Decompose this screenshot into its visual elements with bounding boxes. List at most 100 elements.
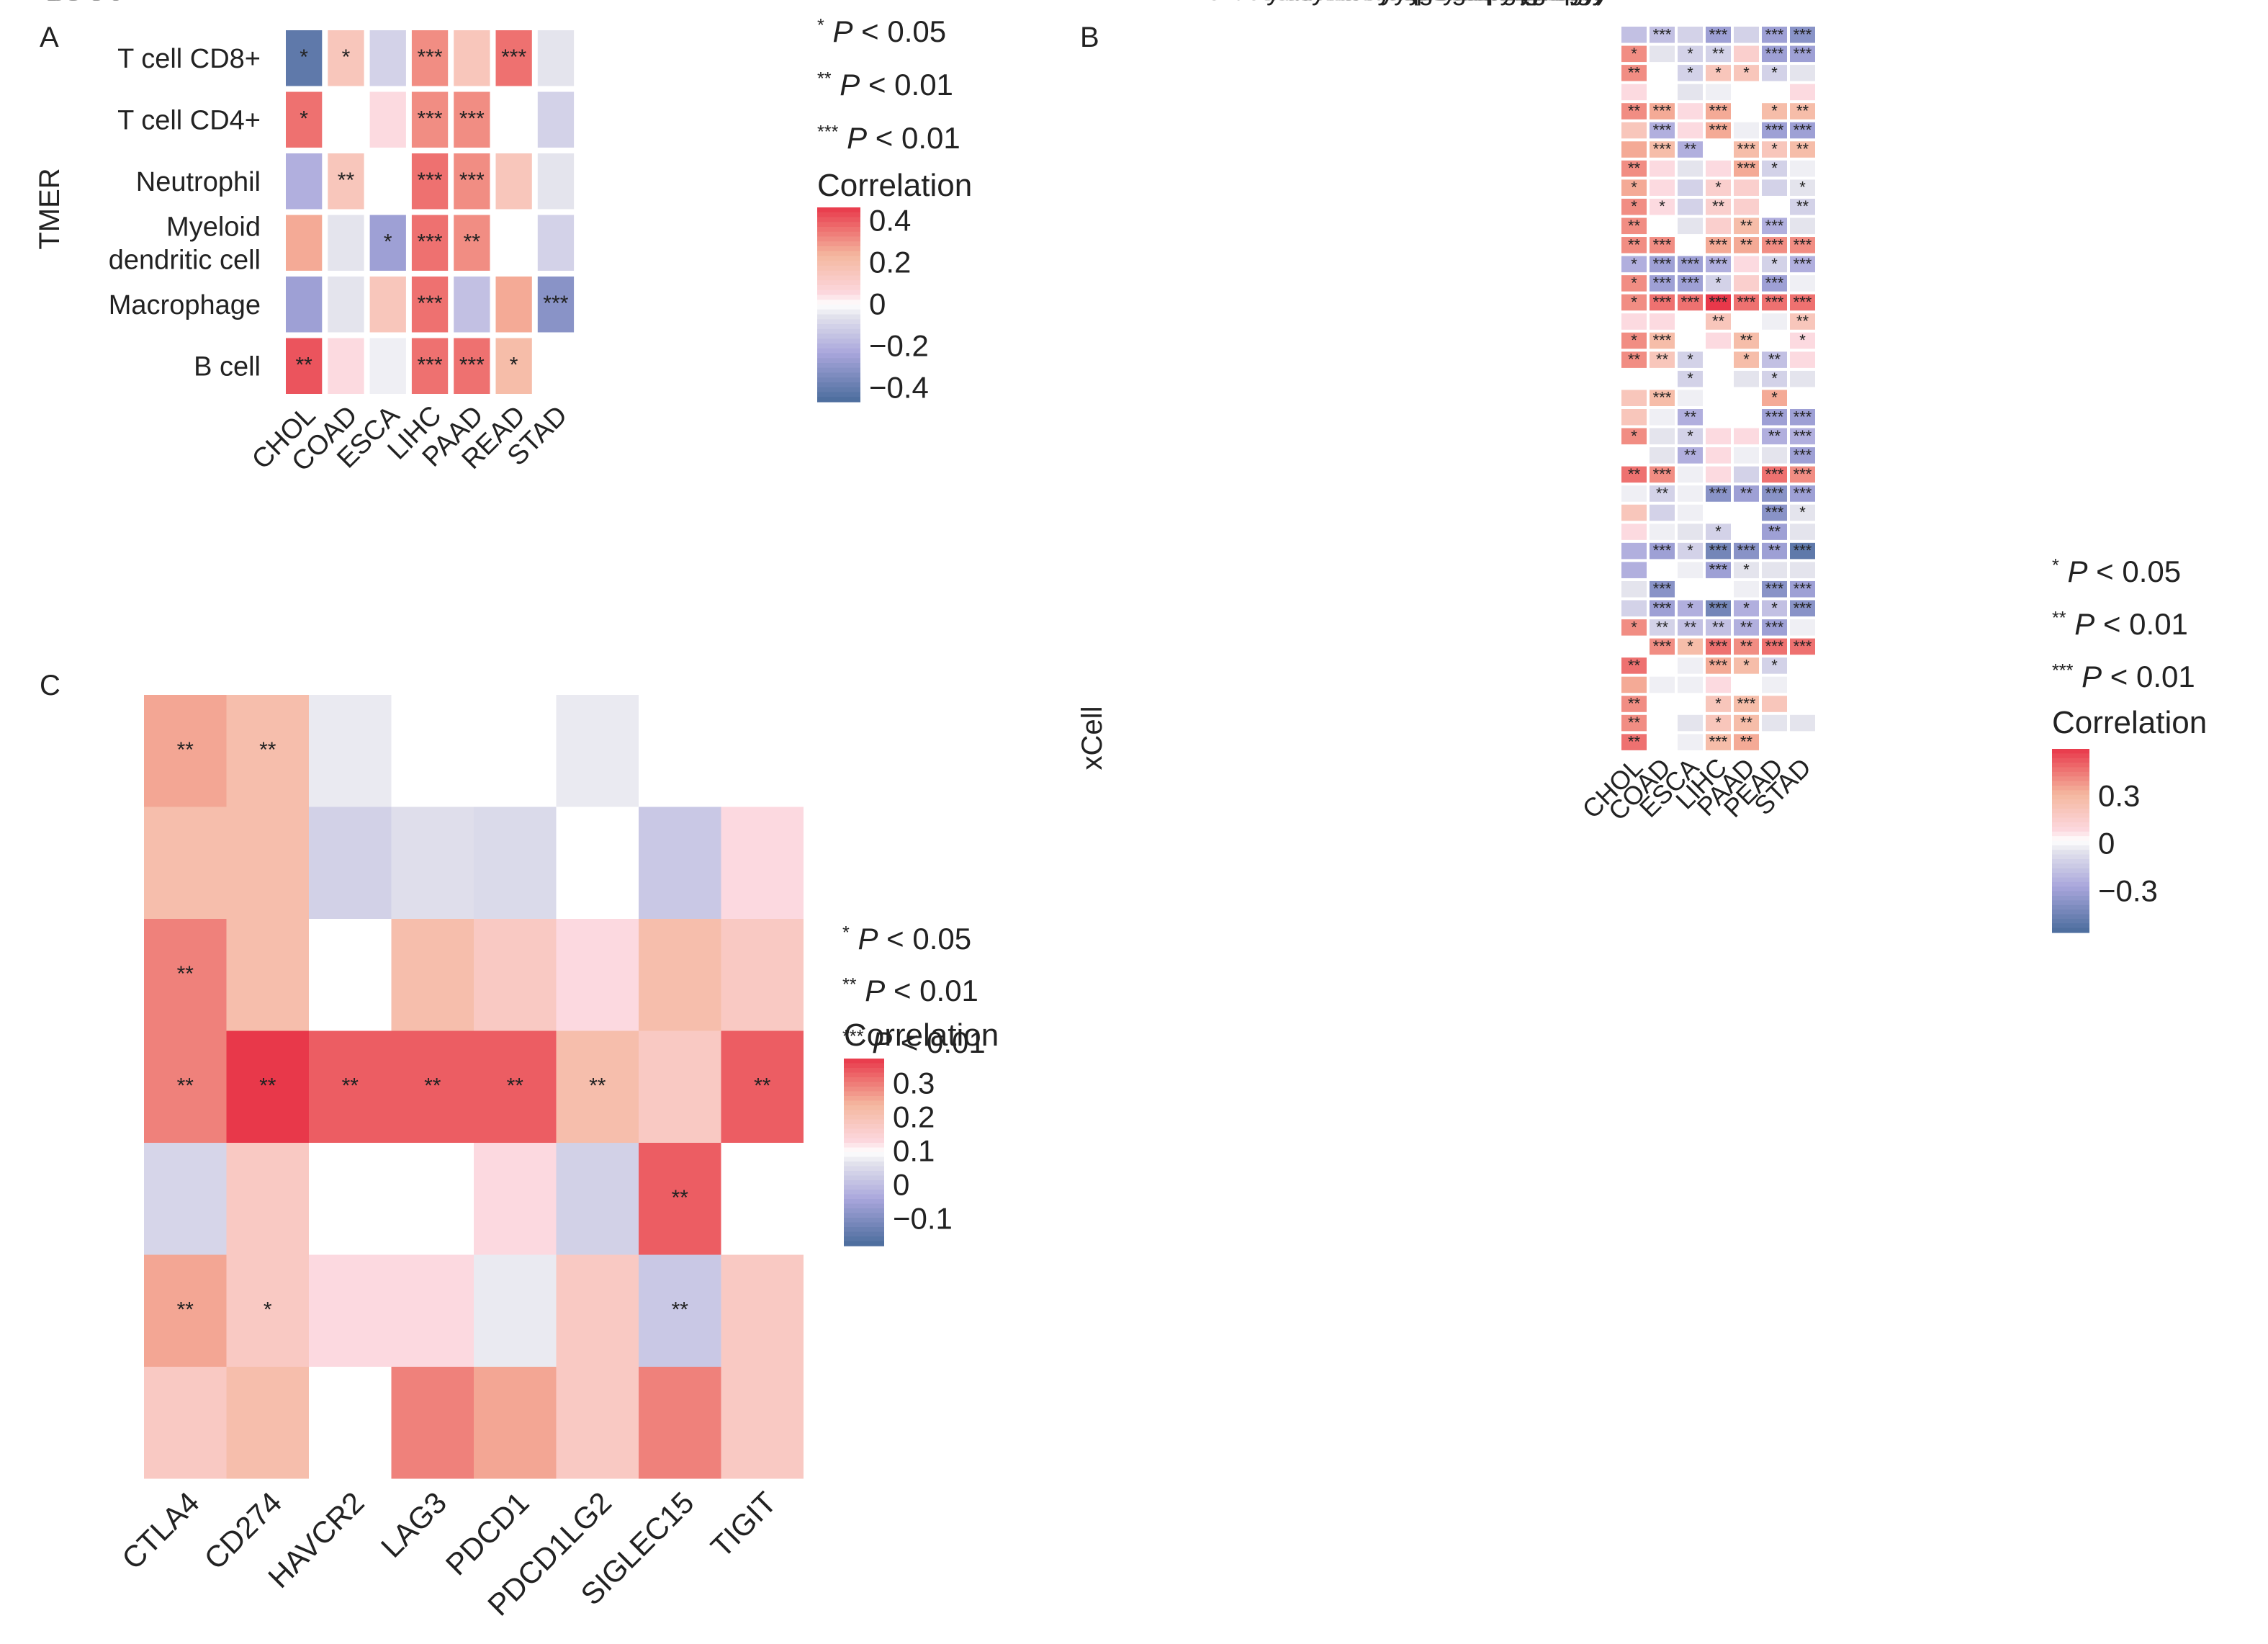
heat-cell	[1678, 562, 1703, 578]
color-legend-bar	[2052, 927, 2089, 933]
heat-cell	[1678, 65, 1703, 81]
significance-mark: ***	[1794, 121, 1812, 139]
color-legend-bar	[2052, 794, 2089, 800]
heat-cell	[1762, 466, 1787, 483]
heat-cell	[1650, 122, 1675, 139]
color-legend-bar	[2052, 749, 2089, 754]
heat-cell	[1650, 332, 1675, 349]
heat-cell	[639, 919, 721, 1031]
heat-cell	[1678, 294, 1703, 311]
significance-mark: *	[1631, 293, 1637, 311]
color-legend-bar	[2052, 781, 2089, 786]
heat-cell	[411, 91, 449, 148]
significance-mark: **	[1796, 197, 1809, 215]
row-label: dendritic cell	[109, 245, 261, 275]
significance-mark: **	[1684, 618, 1697, 636]
color-legend-bar	[844, 1171, 884, 1177]
significance-mark: ***	[1794, 580, 1812, 598]
heat-cell	[1734, 466, 1759, 483]
heat-cell	[1650, 45, 1675, 63]
heat-cell	[1621, 84, 1647, 101]
significance-mark: *	[342, 45, 351, 69]
significance-mark: ***	[1709, 542, 1728, 560]
heat-cell	[1650, 256, 1675, 273]
heat-cell	[474, 919, 557, 1031]
heat-cell	[1734, 580, 1759, 598]
significance-mark: ***	[1794, 408, 1812, 426]
significance-mark: ***	[1737, 140, 1756, 158]
significance-mark: ***	[418, 292, 443, 315]
significance-mark: *	[1743, 656, 1750, 674]
heat-cell	[1706, 45, 1731, 63]
heat-cell	[454, 338, 490, 394]
significance-mark: **	[1712, 313, 1725, 331]
heat-cell	[474, 807, 557, 919]
heat-cell	[1790, 351, 1815, 368]
heat-cell	[1734, 198, 1759, 215]
heat-cell	[1621, 294, 1647, 311]
heat-cell	[1734, 447, 1759, 464]
heat-cell	[309, 1030, 392, 1143]
row-label: B cell	[194, 351, 261, 382]
heat-cell	[309, 807, 392, 919]
color-legend-bar	[844, 1115, 884, 1120]
heat-cell	[1762, 504, 1787, 521]
significance-mark: *	[1715, 695, 1722, 713]
color-legend-bar	[844, 1133, 884, 1139]
heat-cell	[721, 919, 804, 1031]
heat-cell	[1790, 370, 1815, 387]
heat-cell	[1678, 217, 1703, 235]
heat-cell	[391, 1030, 474, 1143]
heat-cell	[1650, 294, 1675, 311]
sig-legend-entry: ** P < 0.01	[2052, 607, 2188, 641]
significance-mark: ***	[1681, 255, 1700, 273]
heat-cell	[1650, 275, 1675, 292]
significance-mark: ***	[1765, 465, 1784, 483]
color-legend-bar	[817, 392, 860, 397]
heat-cell	[369, 91, 406, 148]
significance-mark: **	[1628, 465, 1641, 483]
heat-cell	[1790, 122, 1815, 139]
heat-cell	[1621, 122, 1647, 139]
heat-cell	[286, 153, 323, 210]
row-label: T cell CD4+	[117, 105, 261, 135]
heat-cell	[1621, 600, 1647, 617]
color-legend-bar	[817, 343, 860, 349]
color-legend-bar	[2052, 840, 2089, 846]
significance-mark: *	[1631, 274, 1637, 292]
significance-mark: ***	[418, 45, 443, 69]
significance-mark: **	[1768, 523, 1781, 541]
heat-cell	[1706, 122, 1731, 139]
significance-mark: *	[1687, 369, 1693, 387]
heat-cell	[1650, 351, 1675, 368]
color-legend-bar	[817, 217, 860, 223]
color-legend-bar	[817, 367, 860, 374]
heat-cell	[1790, 27, 1815, 43]
significance-mark: ***	[1765, 637, 1784, 655]
heat-cell	[1678, 351, 1703, 368]
panel-a-letter: A	[40, 22, 59, 53]
heat-cell	[1762, 428, 1787, 445]
color-legend-bar	[817, 397, 860, 403]
row-label: T cell CD+	[1481, 0, 1606, 6]
heat-cell	[1678, 714, 1703, 732]
heat-cell	[1762, 619, 1787, 636]
color-legend-bar	[2052, 854, 2089, 860]
significance-mark: *	[1631, 197, 1637, 215]
significance-mark: **	[1740, 637, 1753, 655]
significance-mark: **	[1740, 484, 1753, 502]
significance-mark: ***	[1653, 255, 1672, 273]
heat-cell	[1650, 466, 1675, 483]
significance-mark: **	[259, 738, 276, 762]
significance-mark: *	[384, 230, 392, 253]
color-legend-bar	[2052, 822, 2089, 827]
significance-mark: **	[754, 1074, 771, 1097]
row-label: CHOL	[42, 0, 126, 6]
significance-mark: *	[1687, 599, 1693, 617]
heat-cell	[226, 1143, 309, 1255]
significance-mark: ***	[1794, 465, 1812, 483]
significance-mark: ***	[1709, 637, 1728, 655]
significance-mark: **	[1628, 217, 1641, 235]
significance-mark: **	[1768, 542, 1781, 560]
color-legend-bar	[2052, 817, 2089, 823]
